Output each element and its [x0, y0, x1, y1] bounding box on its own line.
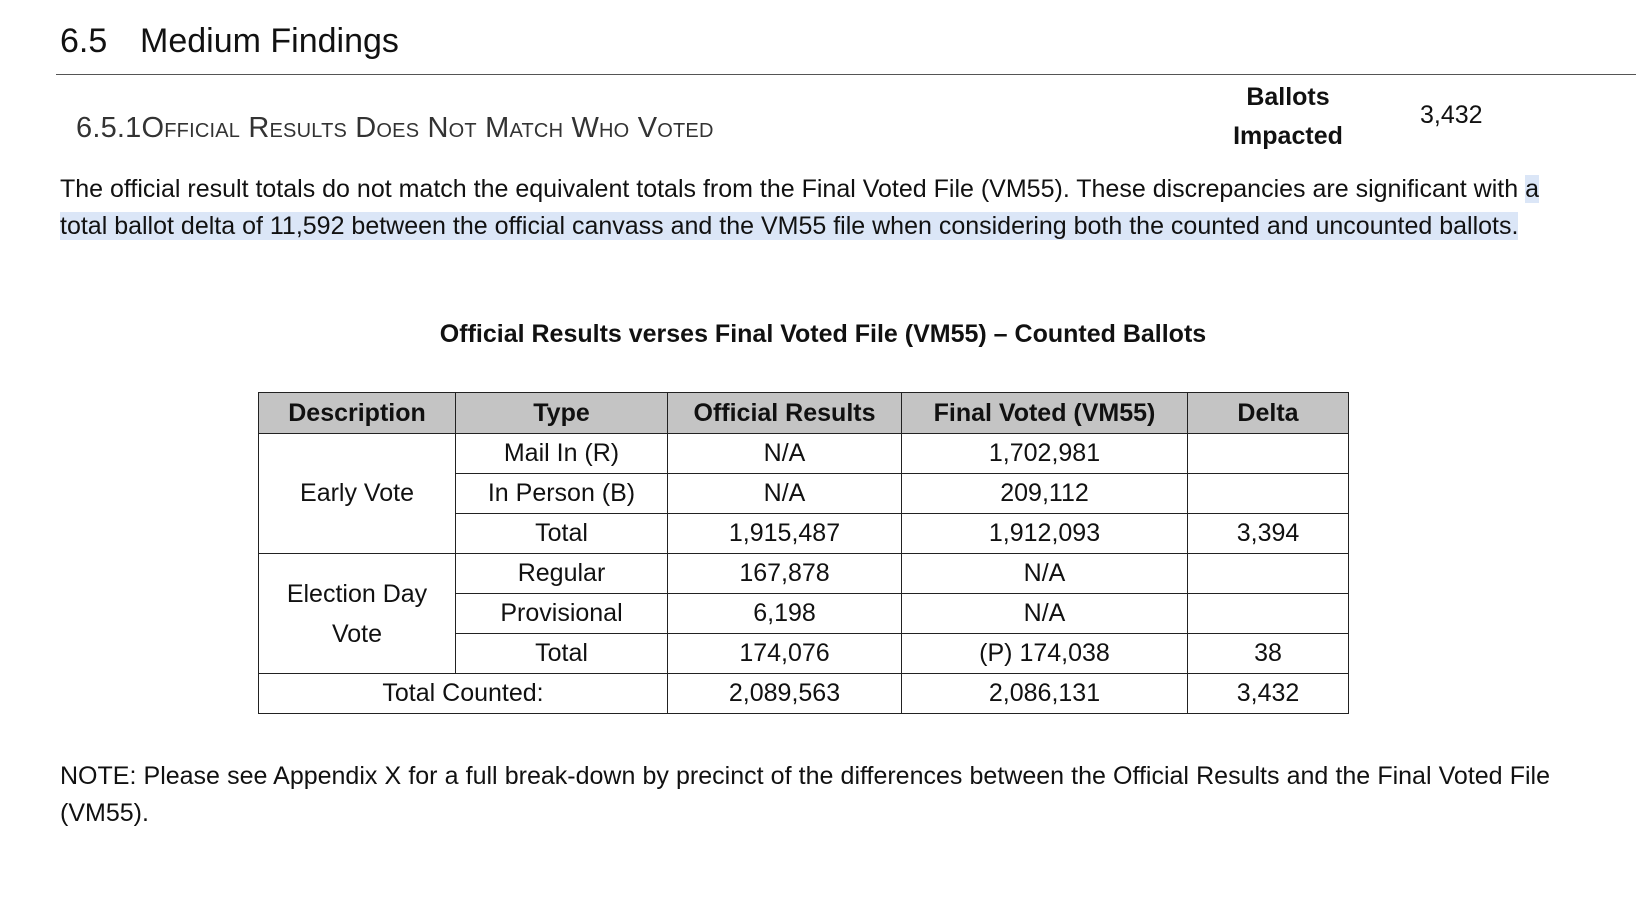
cell-vm55: (P) 174,038	[901, 633, 1188, 674]
table-header-row: Description Type Official Results Final …	[258, 392, 1349, 434]
results-table: Description Type Official Results Final …	[258, 392, 1349, 714]
total-label: Total Counted:	[258, 673, 668, 714]
impact-label-line2: Impacted	[1233, 122, 1343, 150]
finding-paragraph[interactable]: The official result totals do not match …	[60, 171, 1550, 245]
appendix-note: NOTE: Please see Appendix X for a full b…	[60, 762, 1550, 827]
ballots-impacted-value: 3,432	[1420, 101, 1483, 129]
cell-type: Total	[455, 633, 668, 674]
header-official-results: Official Results	[667, 392, 902, 434]
table-row: In Person (B) N/A 209,112	[259, 473, 1349, 514]
table-row: Provisional 6,198 N/A	[259, 593, 1349, 634]
cell-vm55: 209,112	[901, 473, 1188, 514]
cell-official: 1,915,487	[667, 513, 902, 554]
group-description: Election Day Vote	[258, 553, 456, 674]
cell-official: 6,198	[667, 593, 902, 634]
table-title: Official Results verses Final Voted File…	[439, 320, 1207, 348]
table-total-row: Total Counted: 2,089,563 2,086,131 3,432	[258, 673, 1349, 714]
paragraph-text[interactable]: The official result totals do not match …	[60, 175, 1526, 203]
table-row: Total 174,076 (P) 174,038 38	[259, 633, 1349, 674]
table-row: Election Day Vote Regular 167,878 N/A	[258, 553, 1349, 674]
cell-vm55: 1,702,981	[901, 433, 1188, 474]
subsection-title: Official Results Does Not Match Who Vote…	[141, 112, 714, 144]
cell-official: N/A	[667, 433, 902, 474]
cell-type: Regular	[455, 553, 668, 594]
group-description: Early Vote	[258, 433, 456, 554]
total-vm55: 2,086,131	[901, 673, 1188, 714]
cell-official: 167,878	[667, 553, 902, 594]
cell-type: In Person (B)	[455, 473, 668, 514]
header-type: Type	[455, 392, 668, 434]
cell-vm55: 1,912,093	[901, 513, 1188, 554]
cell-official: 174,076	[667, 633, 902, 674]
header-description: Description	[258, 392, 456, 434]
cell-delta	[1187, 553, 1349, 594]
cell-delta: 38	[1187, 633, 1349, 674]
subsection-heading: 6.5.1Official Results Does Not Match Who…	[76, 112, 714, 145]
heading-rule	[56, 74, 1636, 75]
total-delta: 3,432	[1187, 673, 1349, 714]
section-title: Medium Findings	[140, 22, 399, 60]
ballots-impacted-label: Ballots Impacted	[1228, 78, 1348, 156]
total-official: 2,089,563	[667, 673, 902, 714]
cell-vm55: N/A	[901, 593, 1188, 634]
cell-delta: 3,394	[1187, 513, 1349, 554]
cell-type: Total	[455, 513, 668, 554]
impact-label-line1: Ballots	[1246, 83, 1330, 111]
cell-delta	[1187, 433, 1349, 474]
subsection-number: 6.5.1	[76, 112, 142, 144]
cell-official: N/A	[667, 473, 902, 514]
cell-delta	[1187, 593, 1349, 634]
header-delta: Delta	[1187, 392, 1349, 434]
header-final-voted: Final Voted (VM55)	[901, 392, 1188, 434]
cell-type: Mail In (R)	[455, 433, 668, 474]
cell-type: Provisional	[455, 593, 668, 634]
section-number: 6.5	[60, 22, 108, 60]
section-heading: 6.5 Medium Findings	[60, 22, 399, 61]
table-row: Total 1,915,487 1,912,093 3,394	[259, 513, 1349, 554]
cell-delta	[1187, 473, 1349, 514]
table-row: Early Vote Mail In (R) N/A 1,702,981	[258, 433, 1349, 554]
cell-vm55: N/A	[901, 553, 1188, 594]
